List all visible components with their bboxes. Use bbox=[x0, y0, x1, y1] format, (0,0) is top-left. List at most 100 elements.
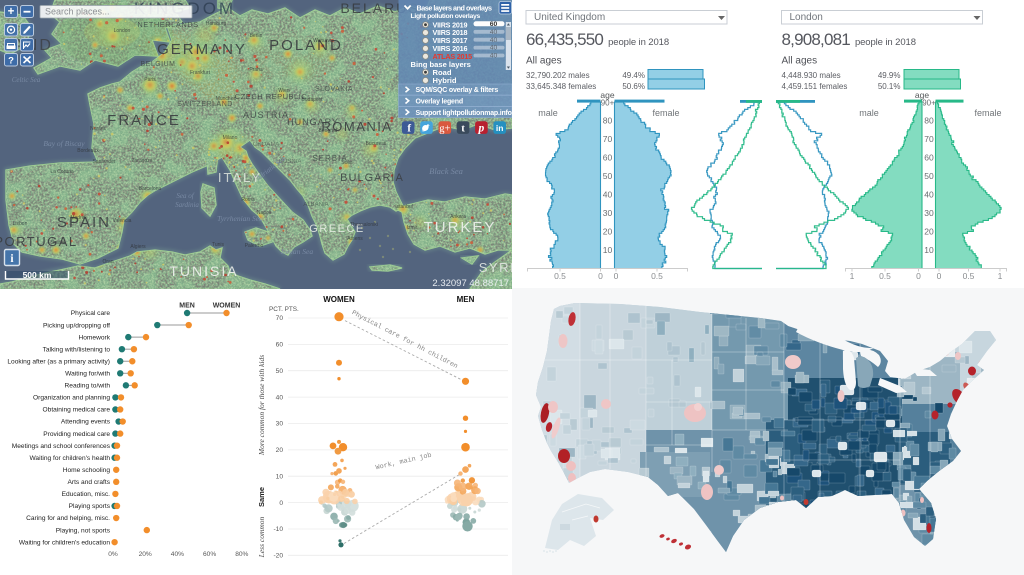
svg-text:Sea of: Sea of bbox=[176, 192, 194, 200]
svg-text:SPAIN: SPAIN bbox=[57, 214, 111, 231]
svg-text:Warsaw: Warsaw bbox=[313, 38, 331, 44]
svg-text:Munchen: Munchen bbox=[216, 96, 237, 102]
svg-text:Milano: Milano bbox=[223, 135, 238, 141]
svg-text:Attending events: Attending events bbox=[61, 419, 111, 426]
svg-text:20: 20 bbox=[603, 226, 613, 236]
svg-text:Black Sea: Black Sea bbox=[429, 166, 463, 176]
svg-text:Napoli: Napoli bbox=[257, 210, 271, 216]
svg-text:Thessaloniki: Thessaloniki bbox=[350, 222, 378, 228]
svg-text:t: t bbox=[461, 123, 465, 135]
svg-text:Tunis: Tunis bbox=[212, 242, 225, 248]
svg-text:Bucuresti: Bucuresti bbox=[366, 141, 387, 147]
svg-text:Frankfurt: Frankfurt bbox=[190, 70, 211, 76]
svg-text:PCT. PTS.: PCT. PTS. bbox=[269, 306, 299, 313]
svg-text:VIIRS 2019: VIIRS 2019 bbox=[433, 20, 468, 29]
svg-text:Valencia: Valencia bbox=[113, 218, 132, 224]
svg-text:Base layers and overlays: Base layers and overlays bbox=[417, 3, 493, 12]
svg-text:Education, misc.: Education, misc. bbox=[62, 491, 111, 498]
svg-text:Athens: Athens bbox=[347, 236, 363, 242]
svg-text:90+: 90+ bbox=[922, 99, 936, 108]
svg-text:Palermo: Palermo bbox=[245, 243, 264, 249]
svg-text:40%: 40% bbox=[171, 551, 184, 558]
svg-text:All ages: All ages bbox=[526, 56, 562, 67]
svg-text:Organization and planning: Organization and planning bbox=[33, 395, 110, 402]
svg-text:70: 70 bbox=[924, 134, 934, 144]
svg-text:Praha: Praha bbox=[249, 67, 263, 73]
svg-text:50.1%: 50.1% bbox=[878, 82, 901, 91]
svg-text:female: female bbox=[652, 108, 679, 118]
svg-text:Support lightpollutionmap.info: Support lightpollutionmap.info bbox=[416, 110, 512, 117]
svg-text:SERBIA: SERBIA bbox=[312, 154, 347, 163]
svg-text:Celtic Sea: Celtic Sea bbox=[12, 76, 41, 84]
svg-text:Algiers: Algiers bbox=[130, 244, 146, 250]
svg-text:49.9%: 49.9% bbox=[878, 71, 901, 80]
svg-text:1: 1 bbox=[850, 271, 855, 281]
svg-text:POLAND: POLAND bbox=[269, 37, 343, 54]
svg-text:i: i bbox=[10, 253, 14, 265]
svg-text:50: 50 bbox=[603, 171, 613, 181]
svg-text:female: female bbox=[974, 108, 1001, 118]
svg-text:Looking after (as a primary ac: Looking after (as a primary activity) bbox=[7, 358, 110, 365]
svg-text:Madrid: Madrid bbox=[70, 215, 86, 221]
svg-text:Picking up/dropping off: Picking up/dropping off bbox=[43, 322, 110, 329]
svg-text:male: male bbox=[859, 108, 879, 118]
svg-text:All ages: All ages bbox=[782, 56, 818, 67]
svg-text:0: 0 bbox=[937, 271, 942, 281]
svg-text:Ionian Sea: Ionian Sea bbox=[280, 247, 314, 256]
svg-text:Reading to/with: Reading to/with bbox=[65, 383, 111, 390]
svg-text:Hybrid: Hybrid bbox=[433, 76, 457, 85]
svg-text:0: 0 bbox=[598, 271, 603, 281]
svg-text:Playing sports: Playing sports bbox=[69, 503, 111, 510]
svg-text:London: London bbox=[790, 12, 823, 23]
svg-text:GREECE: GREECE bbox=[309, 223, 364, 235]
svg-text:4,459.151 females: 4,459.151 females bbox=[782, 82, 848, 91]
svg-text:-10: -10 bbox=[273, 526, 283, 533]
svg-text:Obtaining medical care: Obtaining medical care bbox=[43, 407, 111, 414]
svg-text:Wien: Wien bbox=[278, 88, 290, 94]
svg-text:30: 30 bbox=[603, 208, 613, 218]
svg-text:Budapest: Budapest bbox=[301, 97, 323, 103]
svg-text:0.5: 0.5 bbox=[963, 271, 975, 281]
svg-text:p: p bbox=[478, 123, 485, 135]
svg-text:FRANCE: FRANCE bbox=[107, 112, 181, 129]
svg-text:Talking with/listening to: Talking with/listening to bbox=[43, 346, 111, 353]
svg-text:Paris: Paris bbox=[144, 77, 156, 83]
svg-text:0.5: 0.5 bbox=[651, 271, 663, 281]
svg-text:SLOVAKIA: SLOVAKIA bbox=[315, 86, 353, 93]
svg-text:BELARUS: BELARUS bbox=[340, 0, 419, 16]
svg-text:g+: g+ bbox=[439, 123, 450, 134]
svg-text:-20: -20 bbox=[273, 553, 283, 560]
svg-text:Izmir: Izmir bbox=[407, 225, 418, 231]
svg-text:CROATIA: CROATIA bbox=[253, 142, 279, 148]
svg-text:BOSNIA: BOSNIA bbox=[279, 159, 302, 165]
svg-text:Bing base layers: Bing base layers bbox=[411, 60, 471, 69]
svg-text:20: 20 bbox=[276, 447, 284, 454]
svg-text:30: 30 bbox=[276, 421, 284, 428]
svg-text:60: 60 bbox=[603, 152, 613, 162]
svg-text:49.4%: 49.4% bbox=[622, 71, 645, 80]
svg-text:London: London bbox=[114, 28, 131, 34]
svg-text:Home schooling: Home schooling bbox=[63, 467, 111, 474]
svg-text:SWITZERLAND: SWITZERLAND bbox=[177, 101, 233, 108]
svg-text:30: 30 bbox=[924, 208, 934, 218]
svg-text:Santander: Santander bbox=[92, 159, 115, 165]
svg-text:0%: 0% bbox=[108, 551, 118, 558]
svg-text:PORTUGAL: PORTUGAL bbox=[0, 234, 78, 249]
svg-text:More common for those with kid: More common for those with kids bbox=[257, 355, 266, 456]
svg-text:70: 70 bbox=[276, 315, 284, 322]
svg-text:United Kingdom: United Kingdom bbox=[534, 12, 605, 23]
svg-text:Zaragoza: Zaragoza bbox=[131, 158, 152, 164]
svg-text:Search places...: Search places... bbox=[45, 7, 110, 17]
svg-text:33,645.348 females: 33,645.348 females bbox=[526, 82, 596, 91]
svg-text:80: 80 bbox=[924, 115, 934, 125]
svg-text:0.5: 0.5 bbox=[554, 271, 566, 281]
svg-text:40: 40 bbox=[603, 189, 613, 199]
svg-text:Roma: Roma bbox=[241, 197, 255, 203]
svg-text:MEN: MEN bbox=[457, 295, 475, 304]
svg-text:Lisbon: Lisbon bbox=[13, 221, 28, 227]
svg-text:Light pollution overlays: Light pollution overlays bbox=[411, 13, 481, 20]
svg-text:HUNGARY: HUNGARY bbox=[287, 117, 339, 127]
svg-text:NETHERLANDS: NETHERLANDS bbox=[137, 20, 198, 29]
svg-text:90+: 90+ bbox=[601, 99, 615, 108]
svg-text:male: male bbox=[538, 108, 558, 118]
